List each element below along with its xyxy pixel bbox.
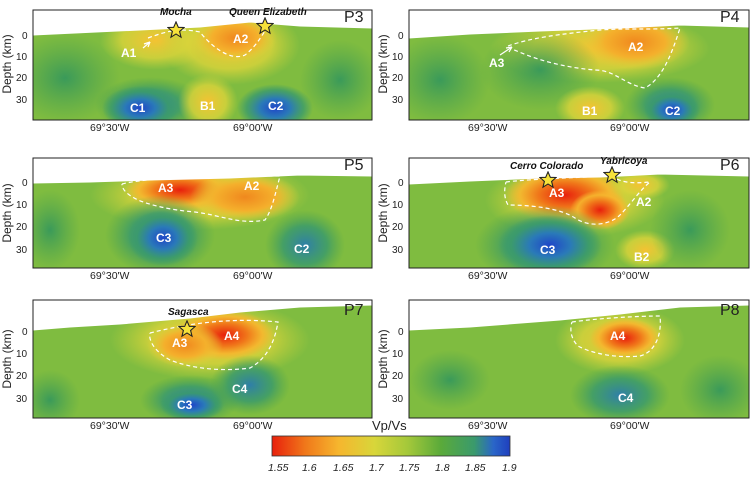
x-tick: 69°30'W bbox=[90, 270, 130, 282]
anomaly-label: B1 bbox=[582, 104, 598, 118]
y-axis-label: Depth (km) bbox=[0, 34, 14, 94]
anomaly-label: A3 bbox=[489, 56, 505, 70]
panel-title: P3 bbox=[344, 9, 364, 26]
y-tick: 0 bbox=[22, 327, 28, 338]
y-tick: 10 bbox=[16, 349, 28, 360]
y-tick: 0 bbox=[398, 327, 404, 338]
y-axis-label: Depth (km) bbox=[376, 183, 390, 243]
y-tick: 10 bbox=[392, 349, 404, 360]
panel-p4-map bbox=[409, 25, 749, 120]
y-axis-label: Depth (km) bbox=[376, 34, 390, 94]
panel-p3-map bbox=[33, 22, 372, 120]
panel-p6-map bbox=[409, 174, 749, 268]
x-tick: 69°30'W bbox=[90, 420, 130, 432]
y-tick: 20 bbox=[16, 371, 28, 382]
x-tick: 69°00'W bbox=[233, 420, 273, 432]
x-tick: 69°00'W bbox=[233, 122, 273, 134]
anomaly-label: C1 bbox=[130, 101, 146, 115]
x-tick: 69°00'W bbox=[610, 122, 650, 134]
anomaly-label: B1 bbox=[200, 99, 216, 113]
y-tick: 20 bbox=[392, 222, 404, 233]
anomaly-label: A2 bbox=[233, 32, 249, 46]
x-tick: 69°30'W bbox=[468, 420, 508, 432]
x-tick: 69°30'W bbox=[90, 122, 130, 134]
anomaly-label: A2 bbox=[636, 195, 652, 209]
station-name: Yabricoya bbox=[600, 156, 648, 167]
panel-title: P6 bbox=[720, 157, 740, 174]
y-tick: 20 bbox=[392, 371, 404, 382]
anomaly-label: C2 bbox=[268, 99, 284, 113]
anomaly-label: C3 bbox=[540, 243, 556, 257]
panel-p8-map bbox=[409, 305, 749, 418]
y-tick: 10 bbox=[392, 200, 404, 211]
y-tick: 10 bbox=[16, 52, 28, 63]
y-axis-label: Depth (km) bbox=[0, 329, 14, 389]
y-tick: 30 bbox=[16, 245, 28, 256]
panel-p7-map bbox=[33, 305, 372, 418]
panel-p5-map bbox=[33, 175, 372, 268]
y-axis-label: Depth (km) bbox=[0, 183, 14, 243]
anomaly-label: C2 bbox=[665, 104, 681, 118]
colorbar-tick: 1.9 bbox=[502, 462, 517, 474]
anomaly-label: C4 bbox=[618, 391, 634, 405]
colorbar-tick: 1.85 bbox=[465, 462, 486, 474]
anomaly-label: A3 bbox=[549, 186, 565, 200]
colorbar-tick: 1.6 bbox=[302, 462, 317, 474]
x-tick: 69°30'W bbox=[468, 270, 508, 282]
anomaly-label: C4 bbox=[232, 382, 248, 396]
anomaly-label: A1 bbox=[121, 46, 137, 60]
colorbar-tick: 1.65 bbox=[333, 462, 354, 474]
x-tick: 69°00'W bbox=[610, 420, 650, 432]
colorbar-tick: 1.75 bbox=[399, 462, 420, 474]
station-name: Cerro Colorado bbox=[510, 161, 584, 172]
y-tick: 10 bbox=[392, 52, 404, 63]
anomaly-label: C2 bbox=[294, 242, 310, 256]
anomaly-label: A4 bbox=[224, 329, 240, 343]
station-name: Mocha bbox=[160, 7, 192, 18]
y-tick: 0 bbox=[22, 31, 28, 42]
anomaly-label: A4 bbox=[610, 329, 626, 343]
y-tick: 30 bbox=[392, 95, 404, 106]
station-name: Queen Elizabeth bbox=[229, 7, 307, 18]
anomaly-label: A2 bbox=[628, 40, 644, 54]
colorbar-tick: 1.8 bbox=[435, 462, 450, 474]
anomaly-label: C3 bbox=[156, 231, 172, 245]
y-axis-label: Depth (km) bbox=[376, 329, 390, 389]
y-tick: 20 bbox=[16, 222, 28, 233]
colorbar-tick: 1.7 bbox=[369, 462, 384, 474]
panel-title: P8 bbox=[720, 302, 740, 319]
y-tick: 0 bbox=[398, 178, 404, 189]
y-tick: 30 bbox=[16, 95, 28, 106]
panel-title: P4 bbox=[720, 9, 740, 26]
anomaly-label: A2 bbox=[244, 179, 260, 193]
panel-title: P5 bbox=[344, 157, 364, 174]
x-tick: 69°00'W bbox=[610, 270, 650, 282]
panel-title: P7 bbox=[344, 302, 364, 319]
colorbar bbox=[271, 435, 511, 457]
y-tick: 30 bbox=[392, 245, 404, 256]
x-tick: 69°00'W bbox=[233, 270, 273, 282]
anomaly-label: A3 bbox=[158, 181, 174, 195]
y-tick: 0 bbox=[398, 31, 404, 42]
colorbar-tick: 1.55 bbox=[268, 462, 289, 474]
y-tick: 30 bbox=[16, 394, 28, 405]
y-tick: 20 bbox=[16, 73, 28, 84]
anomaly-label: A3 bbox=[172, 336, 188, 350]
y-tick: 30 bbox=[392, 394, 404, 405]
colorbar-title: Vp/Vs bbox=[372, 418, 407, 433]
anomaly-label: C3 bbox=[177, 398, 193, 412]
y-tick: 10 bbox=[16, 200, 28, 211]
y-tick: 20 bbox=[392, 73, 404, 84]
x-tick: 69°30'W bbox=[468, 122, 508, 134]
anomaly-label: B2 bbox=[634, 250, 650, 264]
y-tick: 0 bbox=[22, 178, 28, 189]
station-name: Sagasca bbox=[168, 307, 209, 318]
